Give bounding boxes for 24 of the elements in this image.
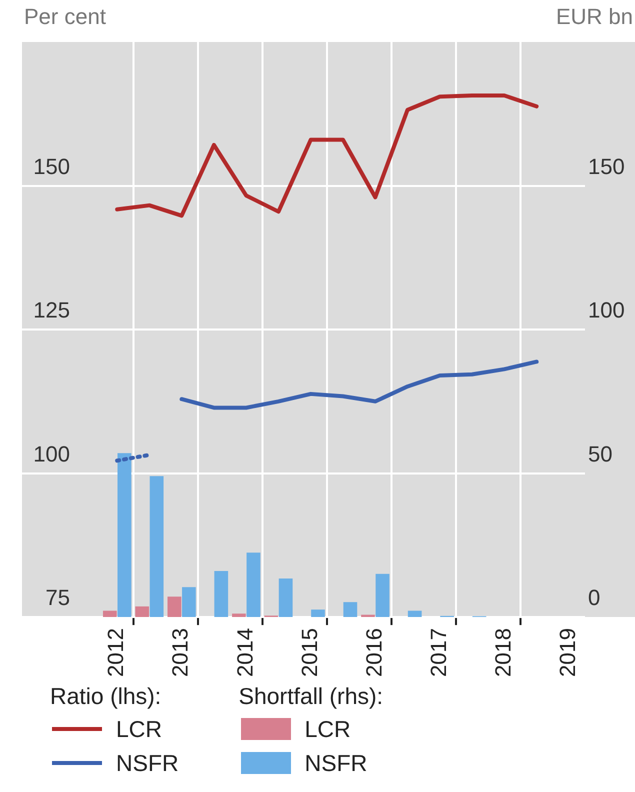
legend-label: NSFR bbox=[304, 750, 368, 776]
text: Shortfall (rhs): bbox=[238, 683, 384, 710]
y2-tick-label: 100 bbox=[588, 298, 625, 323]
x-tick-label: 2016 bbox=[361, 628, 386, 678]
x-tick-label: 2012 bbox=[103, 628, 128, 678]
legend-label: NSFR bbox=[116, 750, 179, 776]
x-tick-label: 2014 bbox=[232, 628, 258, 678]
x-tick-label: 2013 bbox=[168, 628, 193, 678]
y2-tick-label: 150 bbox=[588, 154, 625, 179]
y-tick-label: 125 bbox=[33, 298, 70, 323]
y-axis-title: Per cent bbox=[24, 4, 106, 30]
y2-tick-label: 0 bbox=[588, 585, 600, 610]
x-tick-label: 2018 bbox=[490, 628, 516, 678]
text: Ratio (lhs): bbox=[50, 683, 162, 710]
y-tick-label: 75 bbox=[46, 585, 70, 610]
legend-label: LCR bbox=[304, 716, 351, 742]
y-tick-label: 100 bbox=[33, 441, 70, 466]
x-tick-label: 2017 bbox=[426, 628, 451, 678]
y2-tick-label: 50 bbox=[588, 441, 612, 466]
legend-label: LCR bbox=[116, 716, 162, 742]
y-tick-label: 150 bbox=[33, 154, 70, 179]
y2-axis-title: EUR bn bbox=[556, 4, 633, 30]
x-tick-label: 2015 bbox=[296, 628, 322, 678]
x-tick-label: 2019 bbox=[554, 628, 580, 678]
